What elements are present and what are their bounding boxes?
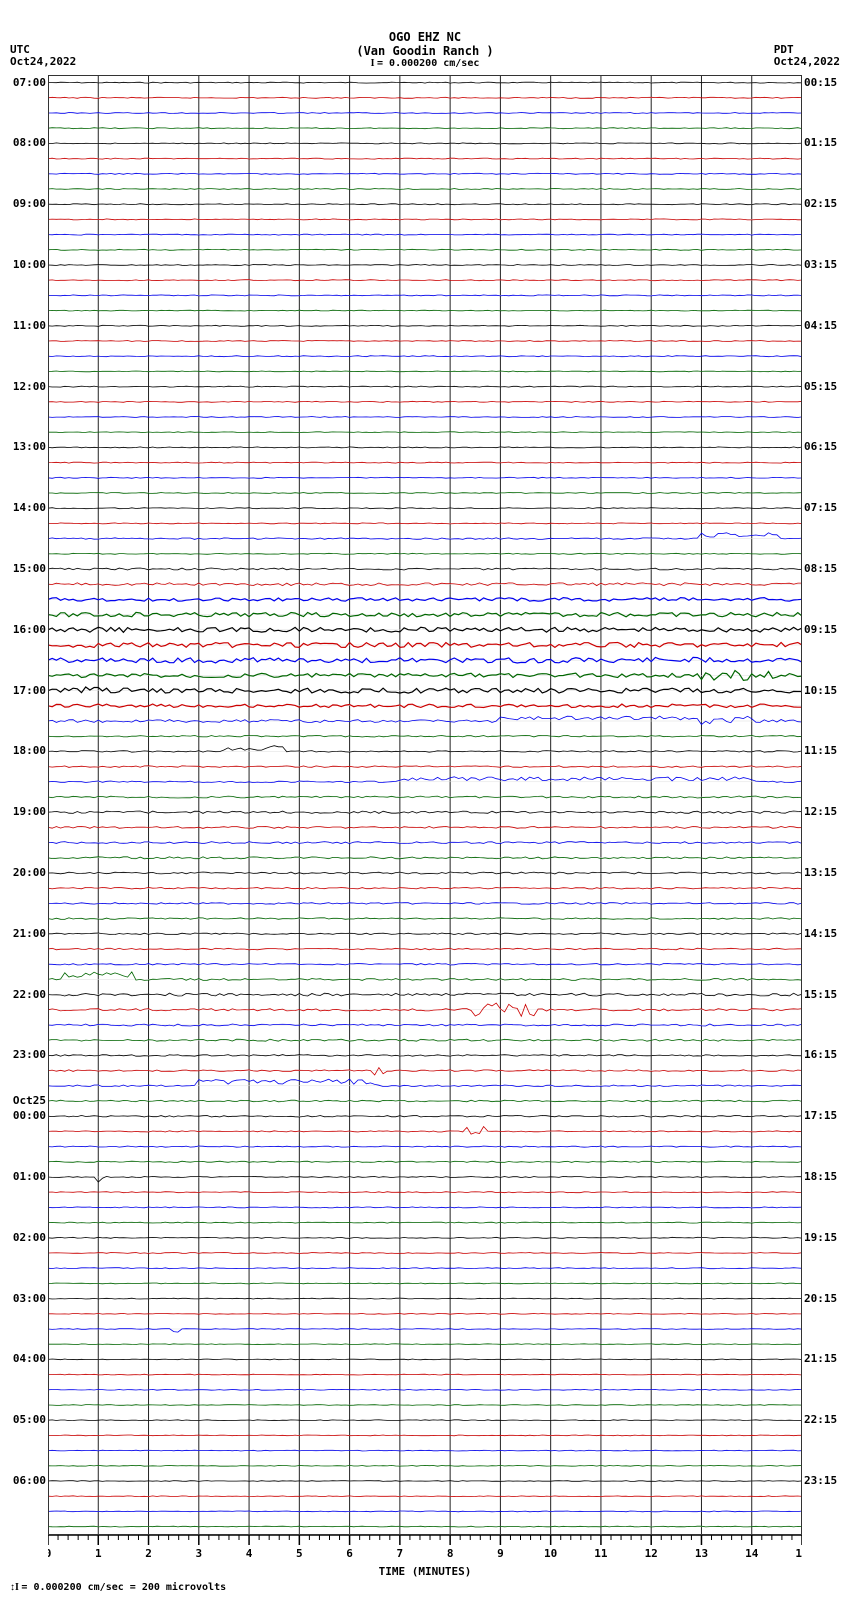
left-date-label: Oct24,2022 xyxy=(10,56,76,68)
left-time-label: 21:00 xyxy=(0,928,46,939)
left-time-label: 11:00 xyxy=(0,320,46,331)
right-time-label: 14:15 xyxy=(804,928,850,939)
chart-area: 07:0008:0009:0010:0011:0012:0013:0014:00… xyxy=(48,75,802,1535)
svg-text:15: 15 xyxy=(795,1547,802,1560)
left-time-label: 10:00 xyxy=(0,259,46,270)
left-time-label: 09:00 xyxy=(0,198,46,209)
chart-header: OGO EHZ NC (Van Goodin Ranch ) I = 0.000… xyxy=(0,0,850,69)
seismogram-page: UTC Oct24,2022 PDT Oct24,2022 OGO EHZ NC… xyxy=(0,0,850,1593)
footer-legend: ↕I = 0.000200 cm/sec = 200 microvolts xyxy=(10,1582,840,1593)
left-time-label: 17:00 xyxy=(0,685,46,696)
left-time-label: 20:00 xyxy=(0,867,46,878)
svg-text:8: 8 xyxy=(447,1547,454,1560)
svg-text:14: 14 xyxy=(745,1547,759,1560)
right-time-label: 00:15 xyxy=(804,77,850,88)
left-time-label: 19:00 xyxy=(0,806,46,817)
svg-text:3: 3 xyxy=(195,1547,202,1560)
right-time-label: 01:15 xyxy=(804,137,850,148)
left-time-label: 22:00 xyxy=(0,989,46,1000)
y-axis-right: 00:15 01:15 02:15 03:15 04:15 05:15 06:15 07:15… xyxy=(802,75,850,1535)
right-time-label: 02:15 xyxy=(804,198,850,209)
svg-text:11: 11 xyxy=(594,1547,608,1560)
y-axis-left: 07:00 08:00 09:00 10:00 11:00 12:00 13:00 14:00… xyxy=(0,75,48,1535)
right-time-label: 21:15 xyxy=(804,1353,850,1364)
left-time-label: 04:00 xyxy=(0,1353,46,1364)
left-time-label: 18:00 xyxy=(0,745,46,756)
left-time-label: 08:00 xyxy=(0,137,46,148)
svg-text:4: 4 xyxy=(246,1547,253,1560)
title-line1: OGO EHZ NC xyxy=(0,30,850,44)
x-axis-label: TIME (MINUTES) xyxy=(0,1565,850,1578)
footer-text: = 0.000200 cm/sec = 200 microvolts xyxy=(21,1582,226,1593)
right-time-label: 16:15 xyxy=(804,1049,850,1060)
right-time-label: 12:15 xyxy=(804,806,850,817)
right-time-label: 20:15 xyxy=(804,1293,850,1304)
right-corner-labels: PDT Oct24,2022 xyxy=(774,44,840,68)
svg-text:13: 13 xyxy=(695,1547,708,1560)
right-time-label: 03:15 xyxy=(804,259,850,270)
svg-text:6: 6 xyxy=(346,1547,353,1560)
left-time-label: 14:00 xyxy=(0,502,46,513)
left-time-label: 02:00 xyxy=(0,1232,46,1243)
left-time-label: 13:00 xyxy=(0,441,46,452)
x-axis: 0123456789101112131415 xyxy=(48,1535,802,1563)
scale-bar-icon: ↕I xyxy=(10,1582,21,1593)
right-date-label: Oct24,2022 xyxy=(774,56,840,68)
right-time-label: 22:15 xyxy=(804,1414,850,1425)
left-time-label: 05:00 xyxy=(0,1414,46,1425)
right-time-label: 19:15 xyxy=(804,1232,850,1243)
right-time-label: 05:15 xyxy=(804,381,850,392)
left-time-label: 00:00 xyxy=(0,1110,46,1121)
right-time-label: 17:15 xyxy=(804,1110,850,1121)
right-time-label: 15:15 xyxy=(804,989,850,1000)
svg-text:7: 7 xyxy=(397,1547,404,1560)
svg-text:12: 12 xyxy=(645,1547,658,1560)
chart-border xyxy=(48,75,802,1535)
svg-text:1: 1 xyxy=(95,1547,102,1560)
svg-text:2: 2 xyxy=(145,1547,152,1560)
left-corner-labels: UTC Oct24,2022 xyxy=(10,44,76,68)
left-time-label: 01:00 xyxy=(0,1171,46,1182)
svg-text:5: 5 xyxy=(296,1547,303,1560)
left-time-label: 23:00 xyxy=(0,1049,46,1060)
right-time-label: 04:15 xyxy=(804,320,850,331)
scale-value: = 0.000200 cm/sec xyxy=(377,58,479,69)
right-time-label: 18:15 xyxy=(804,1171,850,1182)
right-time-label: 09:15 xyxy=(804,624,850,635)
right-time-label: 08:15 xyxy=(804,563,850,574)
scale-legend: I = 0.000200 cm/sec xyxy=(0,58,850,69)
right-time-label: 13:15 xyxy=(804,867,850,878)
right-time-label: 11:15 xyxy=(804,745,850,756)
svg-text:0: 0 xyxy=(48,1547,51,1560)
right-time-label: 10:15 xyxy=(804,685,850,696)
title-line2: (Van Goodin Ranch ) xyxy=(0,44,850,58)
left-time-label: 12:00 xyxy=(0,381,46,392)
left-time-label: 03:00 xyxy=(0,1293,46,1304)
left-time-label: 07:00 xyxy=(0,77,46,88)
svg-text:10: 10 xyxy=(544,1547,557,1560)
left-time-label: 06:00 xyxy=(0,1475,46,1486)
left-time-label: 16:00 xyxy=(0,624,46,635)
left-time-label: Oct25 xyxy=(0,1095,46,1106)
left-time-label: 15:00 xyxy=(0,563,46,574)
right-time-label: 23:15 xyxy=(804,1475,850,1486)
svg-text:9: 9 xyxy=(497,1547,504,1560)
right-time-label: 06:15 xyxy=(804,441,850,452)
right-time-label: 07:15 xyxy=(804,502,850,513)
